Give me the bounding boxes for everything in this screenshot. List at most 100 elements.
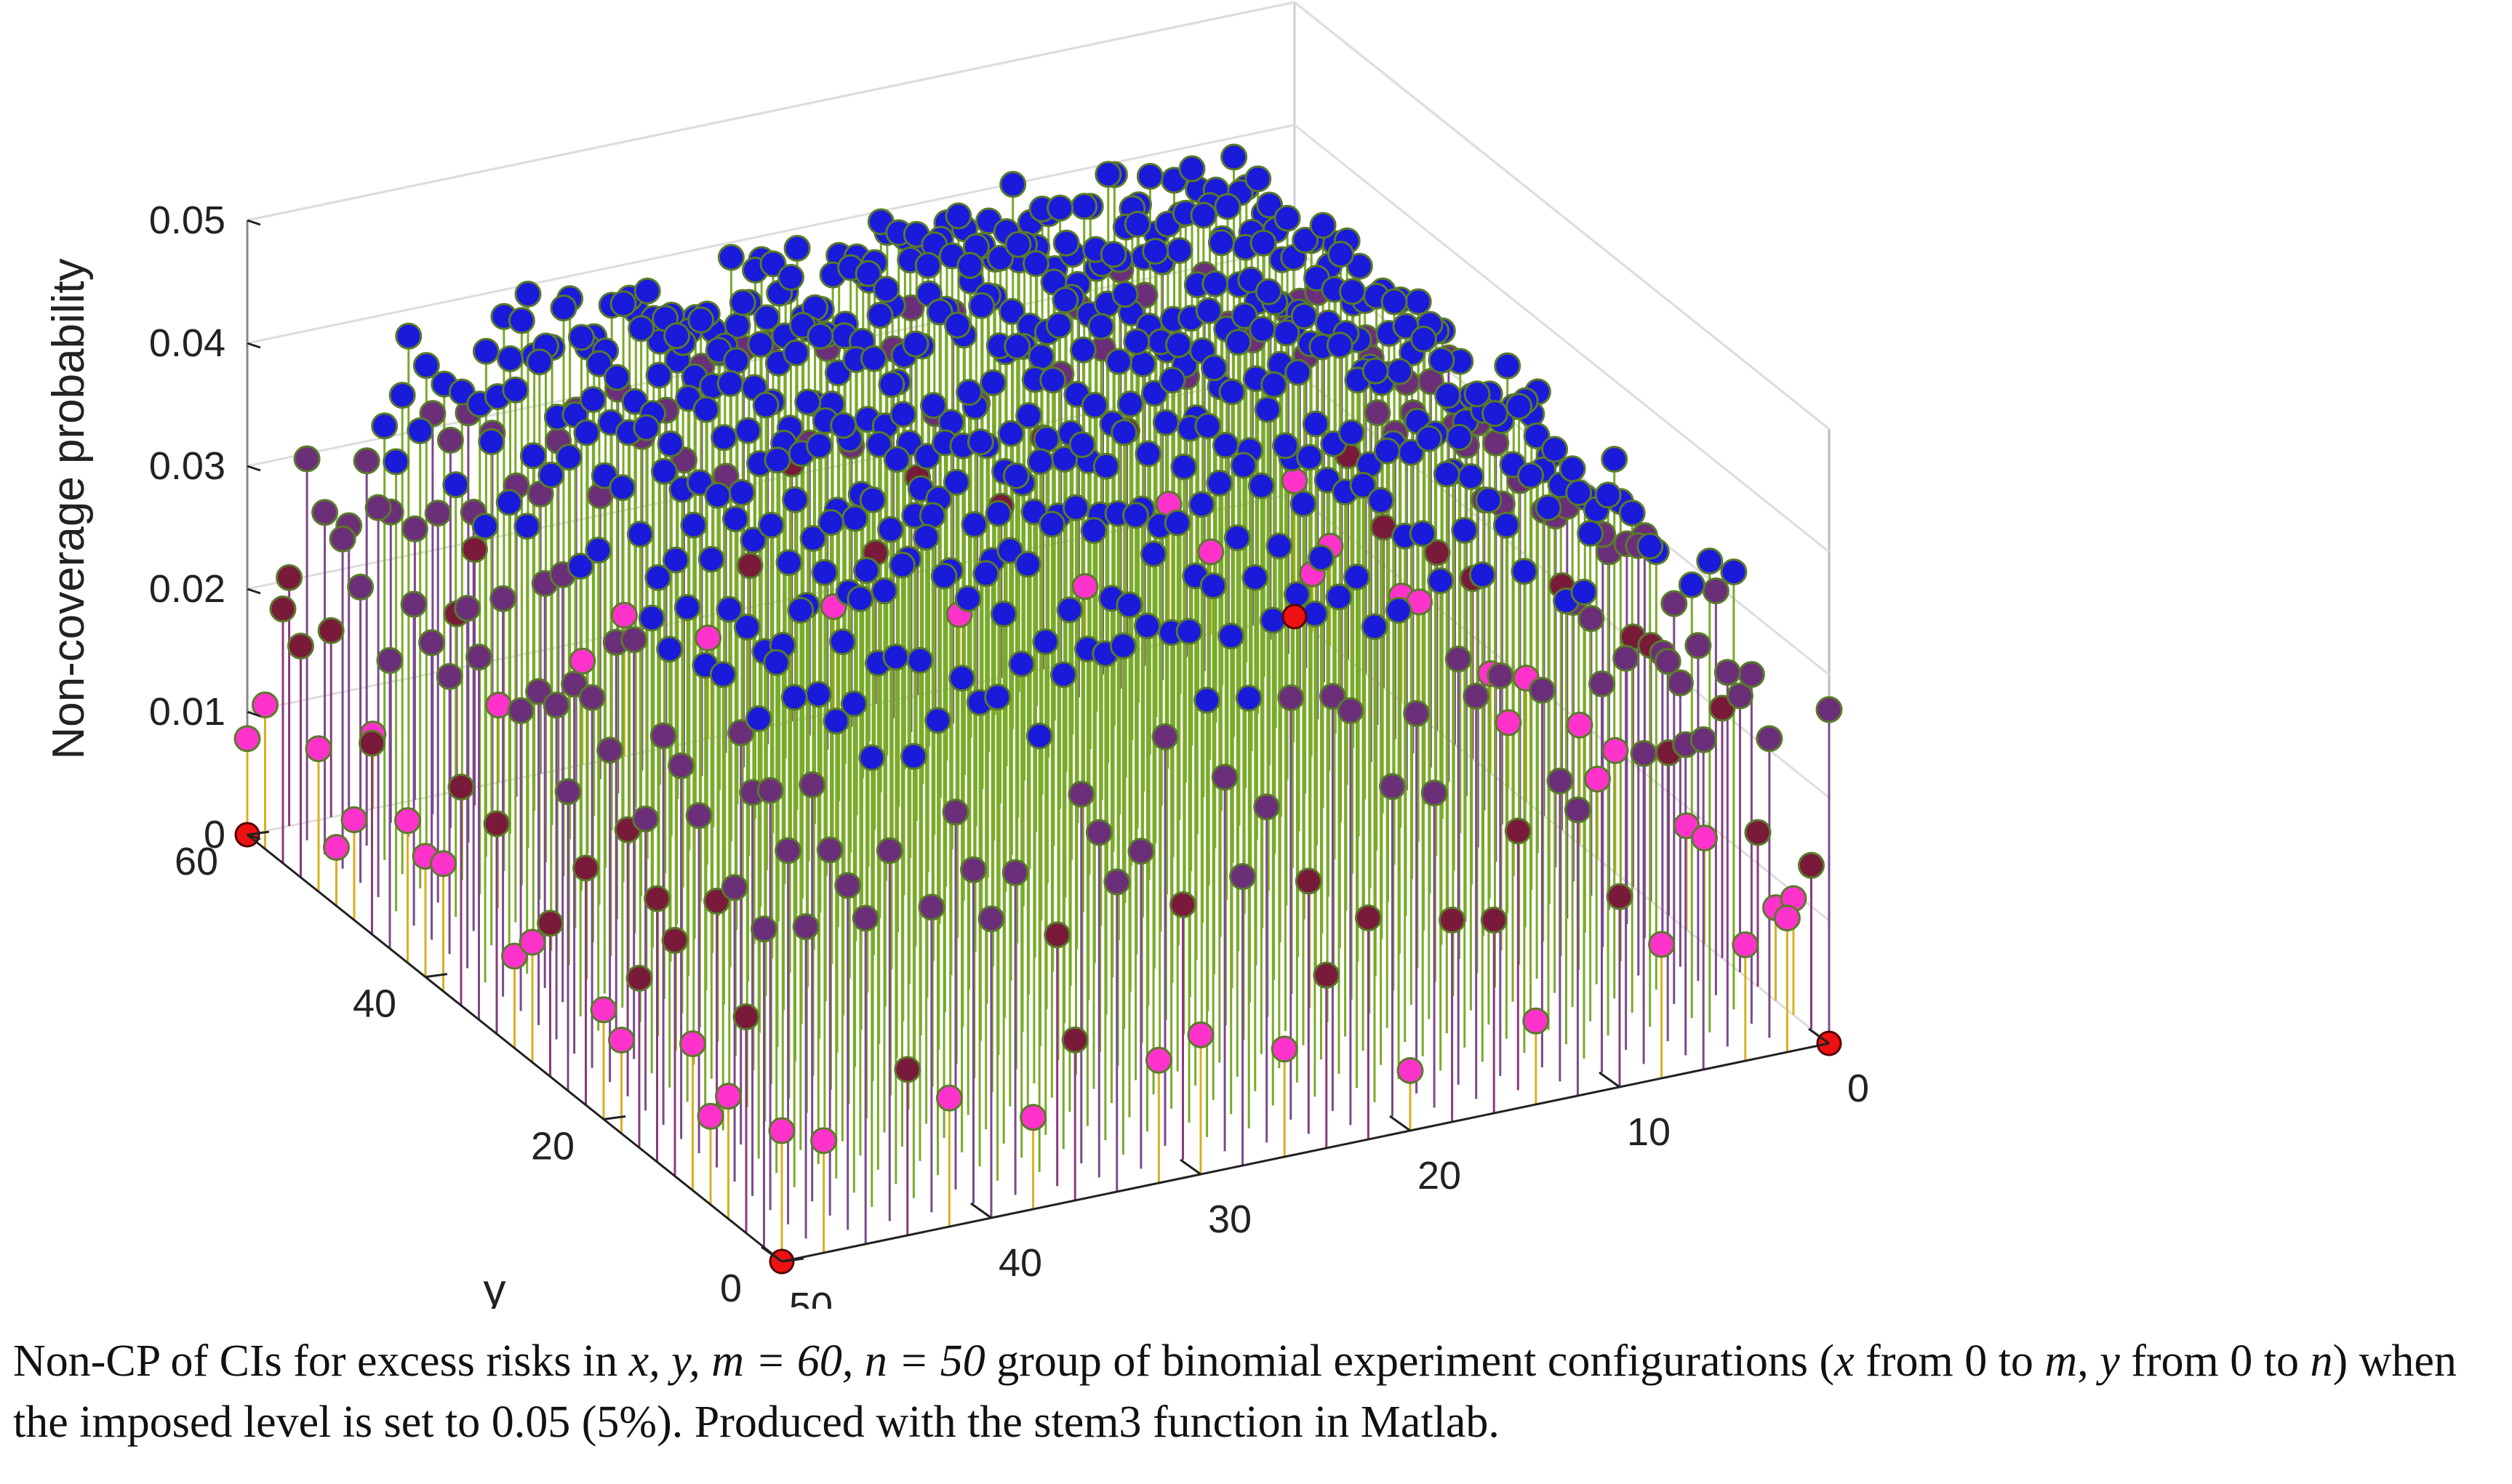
data-point <box>1038 510 1065 538</box>
data-point <box>926 298 953 326</box>
z-gridline <box>1294 124 1830 553</box>
data-point <box>783 339 810 366</box>
data-point <box>913 524 940 551</box>
data-point <box>1004 230 1032 258</box>
data-point <box>418 629 446 657</box>
y-tick-label: 0 <box>720 1267 742 1309</box>
data-point <box>697 545 725 573</box>
data-point <box>578 683 606 711</box>
data-point <box>1798 851 1825 879</box>
y-tick-label: 40 <box>353 982 396 1026</box>
y-tick-mark <box>781 1257 804 1263</box>
x-tick-mark <box>761 1246 783 1263</box>
data-point <box>841 505 869 532</box>
data-point <box>329 525 356 553</box>
data-point <box>1696 548 1724 575</box>
data-point <box>729 289 756 316</box>
data-point <box>1463 380 1491 408</box>
data-point <box>633 277 661 305</box>
data-point <box>1199 572 1227 600</box>
data-point <box>876 837 903 865</box>
z-tick-label: 0.04 <box>149 321 225 365</box>
data-point <box>573 419 601 446</box>
data-point <box>1564 796 1591 824</box>
x-tick-mark <box>1599 1071 1620 1088</box>
data-point <box>1289 490 1317 518</box>
data-point <box>579 386 607 414</box>
data-point <box>1225 329 1252 356</box>
data-point <box>1618 500 1646 527</box>
data-point <box>811 558 839 586</box>
data-point <box>1175 617 1203 645</box>
data-point <box>1439 906 1466 934</box>
data-point <box>1584 766 1611 793</box>
data-point <box>799 771 826 798</box>
data-point <box>1001 859 1029 886</box>
data-point <box>1122 502 1150 529</box>
data-point <box>317 617 345 644</box>
data-point <box>956 379 983 406</box>
data-point <box>1601 737 1629 764</box>
data-point <box>1271 1035 1298 1063</box>
caption-text-5: from 0 to <box>2119 1336 2311 1386</box>
data-point <box>716 369 744 397</box>
data-point <box>1517 462 1544 489</box>
data-point <box>1495 709 1522 737</box>
data-point <box>990 600 1017 627</box>
data-point <box>1309 212 1337 239</box>
data-point <box>948 665 976 692</box>
data-point <box>609 474 636 502</box>
data-point <box>1295 867 1322 895</box>
data-point <box>717 244 745 271</box>
data-point <box>1123 328 1151 356</box>
data-point <box>1345 252 1373 280</box>
data-point <box>830 412 857 439</box>
data-point <box>644 885 671 913</box>
data-point <box>1159 366 1186 394</box>
markers <box>233 143 1843 1275</box>
data-point <box>1152 409 1180 436</box>
data-point <box>918 894 945 921</box>
data-point <box>1283 581 1311 609</box>
data-point <box>1142 238 1169 265</box>
data-point <box>799 525 827 553</box>
data-point <box>1023 250 1049 278</box>
data-point <box>1071 573 1099 601</box>
caption-text-4: , <box>2077 1336 2100 1386</box>
data-point <box>687 306 715 334</box>
data-point <box>1327 241 1355 268</box>
data-point <box>1080 517 1108 545</box>
data-point <box>1272 432 1299 460</box>
data-point <box>276 563 303 591</box>
data-point <box>853 556 880 584</box>
data-point <box>873 276 900 303</box>
data-point <box>252 691 279 719</box>
data-point <box>1713 659 1741 686</box>
data-point <box>1337 697 1364 724</box>
caption-text-6: ) when the imposed level is set to 0.05 … <box>13 1336 2457 1447</box>
z-tick-mark <box>247 465 261 472</box>
data-point <box>900 742 927 770</box>
data-point <box>930 562 958 590</box>
data-point <box>407 417 434 444</box>
data-point <box>763 649 791 676</box>
y-tick-label: 60 <box>175 840 218 883</box>
data-point <box>1392 313 1420 340</box>
data-point <box>787 596 815 624</box>
y-axis-line <box>247 833 783 1263</box>
data-point <box>697 1102 724 1130</box>
data-point <box>871 577 898 605</box>
z-tick-mark <box>247 710 261 718</box>
data-point <box>723 347 751 374</box>
data-point <box>1033 425 1060 453</box>
data-point <box>855 260 882 287</box>
data-point <box>1606 883 1633 910</box>
data-point <box>590 996 617 1024</box>
data-point <box>1230 452 1257 479</box>
data-point <box>1214 193 1241 220</box>
data-point <box>1559 455 1586 483</box>
data-point <box>1085 819 1113 846</box>
data-point <box>1373 437 1401 465</box>
data-point <box>507 697 535 724</box>
data-point <box>996 537 1024 564</box>
